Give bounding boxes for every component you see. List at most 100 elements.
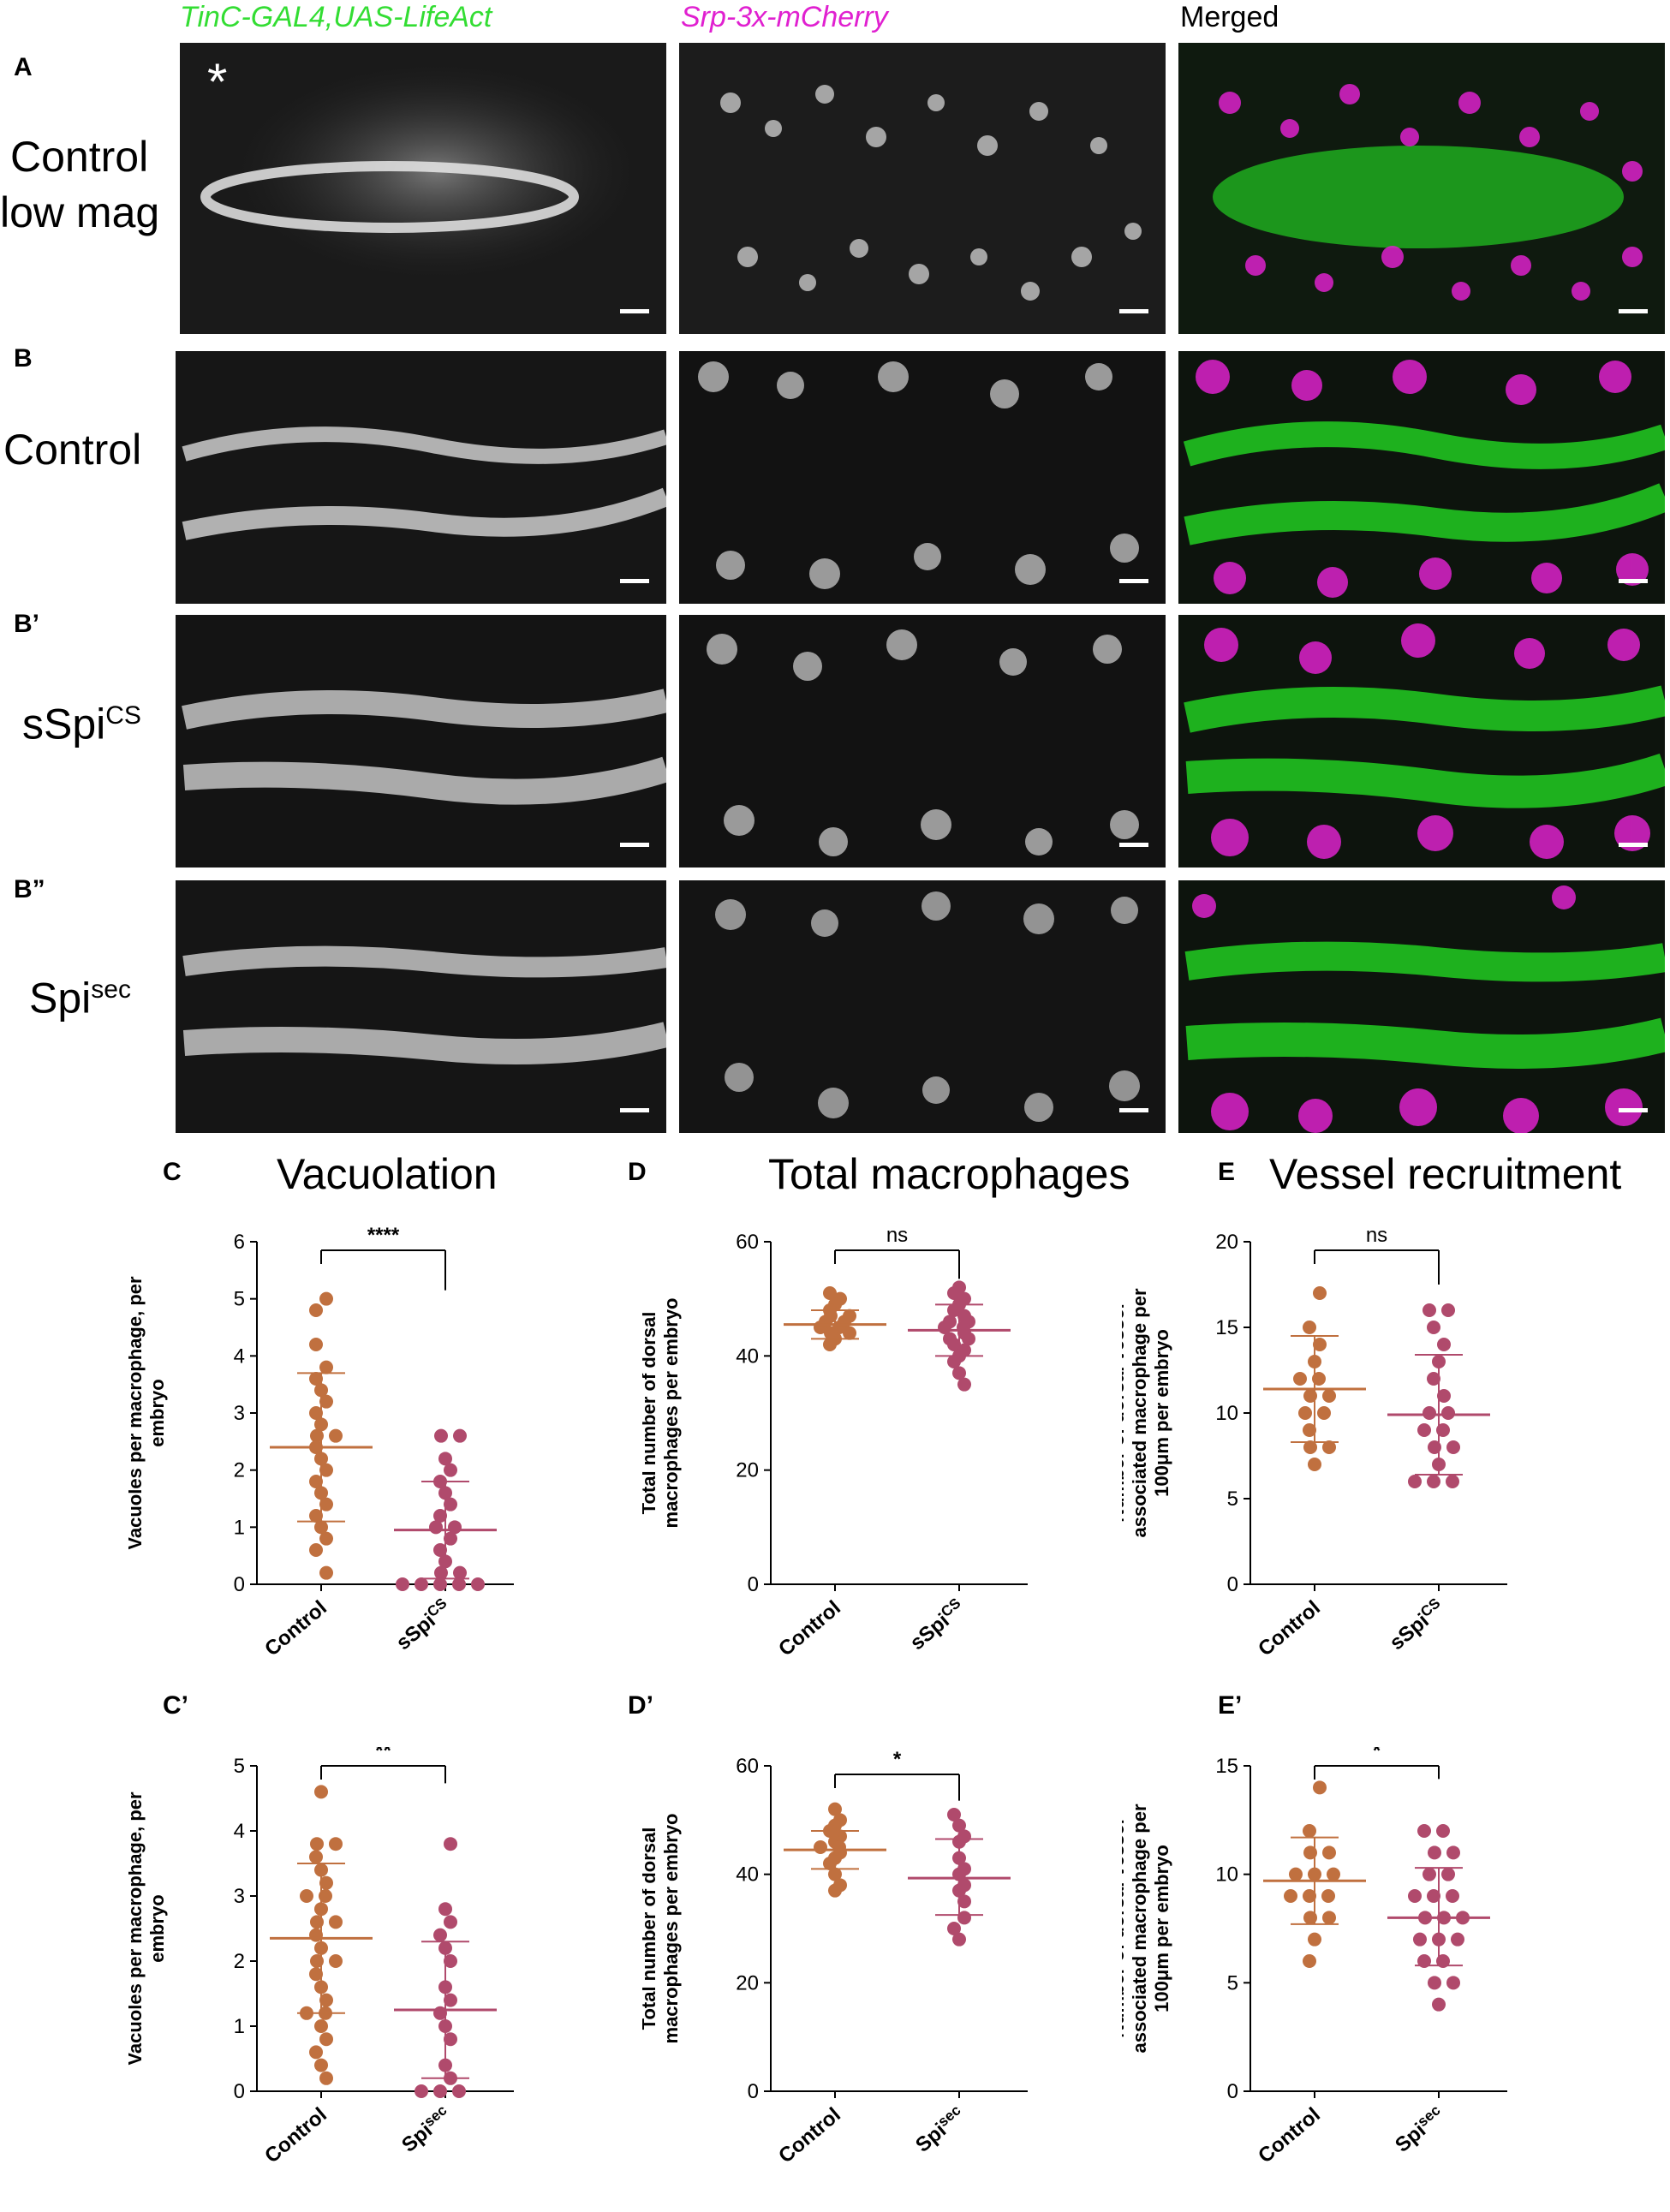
micrograph-b2-lifeact	[176, 880, 666, 1133]
category-label: Spisec	[1390, 2102, 1449, 2156]
data-point	[1437, 1389, 1451, 1403]
data-point	[319, 1531, 333, 1546]
y-axis-label: Vacuoles per macrophage, perembryo	[128, 1276, 168, 1550]
data-point	[444, 1531, 457, 1546]
y-tick-label: 5	[234, 1755, 245, 1778]
data-point	[453, 1565, 467, 1580]
data-point	[319, 2032, 333, 2047]
data-point	[843, 1326, 856, 1340]
scale-bar	[1619, 309, 1648, 313]
y-tick-label: 15	[1215, 1755, 1238, 1778]
y-tick-label: 0	[1227, 1573, 1238, 1596]
row-label-control: Control	[3, 426, 142, 474]
data-point	[329, 1954, 343, 1968]
category-label: Spisec	[910, 2102, 969, 2156]
category-label: Control	[774, 1596, 845, 1661]
data-point	[309, 1406, 323, 1420]
data-point	[319, 1291, 333, 1306]
row-label-spi-sec: Spisec	[29, 966, 131, 1023]
y-tick-label: 1	[234, 2015, 245, 2038]
data-point	[433, 2084, 447, 2098]
scale-bar	[1119, 843, 1148, 847]
data-point	[309, 2045, 323, 2060]
panel-letter-b-double-prime: B”	[14, 875, 45, 903]
data-point	[309, 1967, 323, 1982]
row-label-spi-text: Spi	[29, 974, 92, 1023]
micrograph-b-srp	[679, 351, 1166, 604]
data-point	[438, 1902, 452, 1917]
category-label: Spisec	[397, 2102, 456, 2156]
category-label: Control	[260, 1596, 331, 1661]
category-label: sSpiCS	[391, 1595, 456, 1655]
chart-d-prime: 0 20 40 60 Total number of dorsalmacrophages…	[642, 1748, 1028, 2167]
data-point	[1313, 1338, 1327, 1351]
data-point	[314, 2058, 328, 2072]
micrograph-b-merged	[1178, 351, 1665, 604]
micrograph-b1-lifeact	[176, 615, 666, 868]
data-point	[828, 1802, 842, 1816]
y-tick-label: 60	[736, 1755, 759, 1778]
y-axis-label: Number of dorsal vesselassociated macrop…	[1122, 1288, 1172, 1537]
data-point	[309, 1509, 323, 1523]
data-point	[452, 2084, 466, 2098]
data-point	[1446, 1976, 1460, 1990]
significance-label: ****	[367, 1224, 400, 1247]
data-point	[1303, 1954, 1316, 1968]
data-point	[329, 1837, 343, 1851]
data-point	[1417, 1824, 1431, 1838]
data-point	[1427, 1372, 1440, 1386]
data-point	[952, 1366, 966, 1380]
scale-bar	[1619, 843, 1648, 847]
y-tick-label: 4	[234, 1344, 245, 1368]
data-point	[415, 1577, 428, 1591]
data-point	[434, 1428, 448, 1443]
data-point	[957, 1894, 971, 1909]
data-point	[319, 2071, 333, 2085]
significance-label: *	[1373, 1747, 1381, 1762]
chart-c-prime: 0 1 2 3 4 5 Vacuoles per macrophage, perembryo…	[128, 1747, 514, 2167]
data-point	[310, 1837, 324, 1851]
data-point	[952, 1818, 966, 1833]
micrograph-b1-merged	[1178, 615, 1665, 868]
micrograph-b2-merged	[1178, 880, 1665, 1133]
data-point	[1417, 1954, 1431, 1968]
scale-bar	[620, 309, 649, 313]
y-tick-label: 6	[234, 1231, 245, 1254]
chart-d: 0 20 40 60 Total number of dorsalmacrophages…	[642, 1224, 1028, 1661]
data-point	[1437, 1338, 1451, 1351]
data-point	[1289, 1867, 1303, 1881]
data-point	[1313, 1780, 1327, 1795]
significance-label: *	[893, 1748, 902, 1771]
y-tick-label: 5	[1227, 1971, 1238, 1994]
data-point	[1317, 1406, 1331, 1420]
column-header-tinc: TinC-GAL4,UAS-LifeAct	[180, 1, 492, 33]
data-point	[1293, 1372, 1307, 1386]
y-tick-label: 2	[234, 1459, 245, 1482]
panel-letter-d: D	[628, 1158, 647, 1186]
data-point	[433, 1509, 447, 1523]
category-label: sSpiCS	[904, 1595, 969, 1655]
data-point	[433, 1577, 447, 1591]
data-point	[1436, 1824, 1450, 1838]
data-point	[947, 1286, 961, 1300]
data-point	[823, 1338, 837, 1351]
asterisk-marker: *	[207, 53, 228, 110]
data-point	[309, 1543, 323, 1557]
micrograph-b-lifeact	[176, 351, 666, 604]
row-label-sspi-cs: sSpiCS	[22, 692, 141, 748]
significance-label: ns	[1366, 1224, 1387, 1247]
data-point	[396, 1577, 409, 1591]
data-point	[1427, 1475, 1440, 1488]
y-axis-label: Total number of dorsalmacrophages per em…	[642, 1298, 682, 1529]
row-label-sspi-sup: CS	[105, 701, 141, 730]
data-point	[309, 1338, 323, 1351]
chart-e-prime: 0 5 10 15 Number of dorsal vesselassociated …	[1122, 1747, 1507, 2167]
y-tick-label: 60	[736, 1231, 759, 1254]
data-point	[828, 1883, 842, 1898]
column-header-srp: Srp-3x-mCherry	[681, 1, 888, 33]
data-point	[1428, 1976, 1441, 1990]
data-point	[1427, 1889, 1440, 1903]
data-point	[962, 1332, 975, 1346]
scale-bar	[1619, 1108, 1648, 1112]
chart-e: 0 5 10 15 20 Number of dorsal vesselassociate…	[1122, 1224, 1507, 1660]
